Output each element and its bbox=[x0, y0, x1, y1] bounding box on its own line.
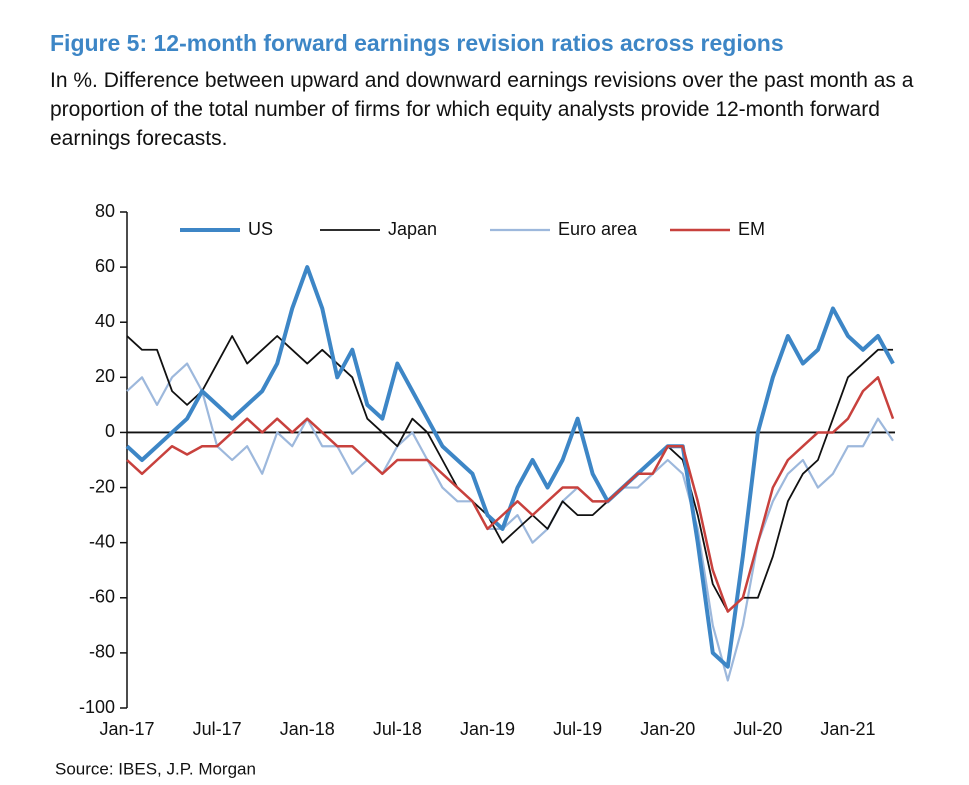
series-line bbox=[126, 362, 894, 682]
legend-label: US bbox=[248, 219, 273, 239]
y-tick-label: -40 bbox=[89, 531, 115, 551]
series-line bbox=[126, 335, 894, 613]
x-tick-label: Jan-21 bbox=[820, 719, 875, 739]
chart-subtitle: In %. Difference between upward and down… bbox=[50, 69, 914, 150]
legend-label: Japan bbox=[388, 219, 437, 239]
legend-label: Euro area bbox=[558, 219, 638, 239]
x-tick-label: Jul-20 bbox=[733, 719, 782, 739]
x-tick-label: Jul-18 bbox=[373, 719, 422, 739]
series-line bbox=[126, 376, 895, 613]
y-tick-label: -100 bbox=[79, 697, 115, 717]
y-tick-label: 60 bbox=[95, 256, 115, 276]
legend-label: EM bbox=[738, 219, 765, 239]
x-tick-label: Jan-18 bbox=[280, 719, 335, 739]
x-tick-label: Jan-20 bbox=[640, 719, 695, 739]
y-tick-label: 0 bbox=[105, 421, 115, 441]
x-tick-label: Jul-17 bbox=[193, 719, 242, 739]
y-tick-label: 80 bbox=[95, 201, 115, 221]
chart-title: Figure 5: 12-month forward earnings revi… bbox=[50, 30, 784, 56]
source: Source: IBES, J.P. Morgan bbox=[55, 759, 256, 778]
y-tick-label: -80 bbox=[89, 642, 115, 662]
y-tick-label: 40 bbox=[95, 311, 115, 331]
series-line bbox=[125, 265, 895, 669]
x-tick-label: Jan-17 bbox=[99, 719, 154, 739]
x-tick-label: Jul-19 bbox=[553, 719, 602, 739]
x-tick-label: Jan-19 bbox=[460, 719, 515, 739]
y-tick-label: 20 bbox=[95, 366, 115, 386]
y-tick-label: -60 bbox=[89, 587, 115, 607]
y-tick-label: -20 bbox=[89, 476, 115, 496]
